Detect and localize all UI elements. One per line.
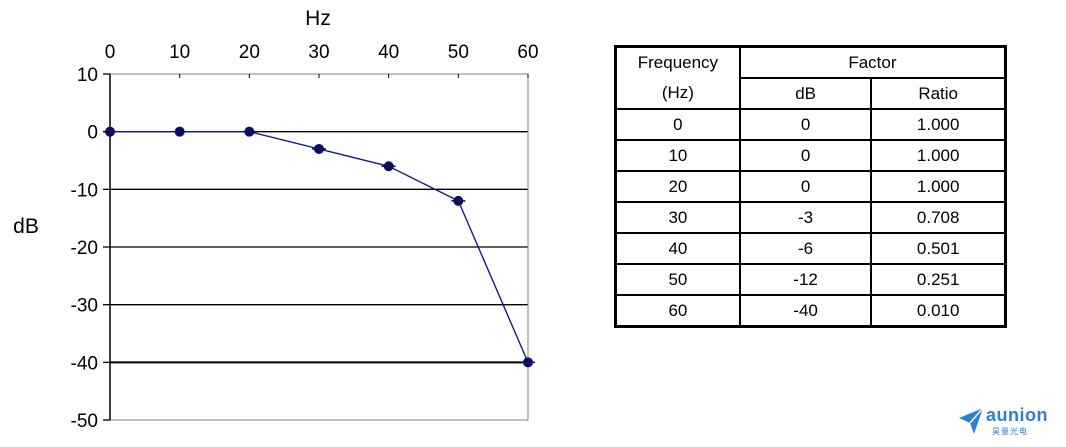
logo-brand-text: aunion bbox=[986, 405, 1048, 425]
ratio-cell: 0.010 bbox=[870, 294, 1007, 328]
grid-layer bbox=[110, 131, 528, 364]
ratio-cell: 0.708 bbox=[870, 201, 1007, 234]
table-row: 60 -40 0.010 bbox=[614, 294, 1007, 328]
logo-subtitle-text: 昊量光电 bbox=[992, 427, 1028, 436]
db-cell: 0 bbox=[738, 139, 873, 172]
factor-header: Factor bbox=[738, 45, 1007, 79]
table-row: 20 0 1.000 bbox=[614, 170, 1007, 203]
db-cell: -12 bbox=[738, 263, 873, 296]
db-header: dB bbox=[738, 77, 873, 110]
y-tick-label: 0 bbox=[87, 123, 98, 144]
y-axis-title: dB bbox=[13, 215, 39, 238]
attenuation-chart: 10 0 -10 -20 -30 -40 -50 0 10 20 30 40 50 60 Hz dB bbox=[13, 7, 539, 432]
frequency-cell: 50 bbox=[614, 263, 741, 296]
table-row: 50 -12 0.251 bbox=[614, 263, 1007, 296]
y-tick-label: -20 bbox=[71, 238, 98, 259]
frequency-cell: 30 bbox=[614, 201, 741, 234]
db-cell: -3 bbox=[738, 201, 873, 234]
frequency-header-unit: (Hz) bbox=[661, 83, 694, 102]
frequency-cell: 20 bbox=[614, 170, 741, 203]
x-tick-label: 60 bbox=[517, 42, 538, 63]
table-header-row: Frequency (Hz) Factor bbox=[614, 45, 1007, 110]
x-tick-label: 40 bbox=[378, 42, 399, 63]
paper-plane-icon bbox=[959, 407, 984, 434]
frequency-cell: 60 bbox=[614, 294, 741, 328]
table-subheader-row: dB Ratio bbox=[616, 77, 1007, 110]
db-cell: -40 bbox=[738, 294, 873, 328]
x-axis-title: Hz bbox=[305, 7, 331, 30]
frequency-header-label: Frequency bbox=[637, 53, 719, 72]
factor-table: Frequency (Hz) Factor dB Ratio 0 0 1.000 10… bbox=[614, 45, 1007, 328]
ratio-header: Ratio bbox=[870, 77, 1007, 110]
db-cell: 0 bbox=[738, 170, 873, 203]
y-tick-label: -50 bbox=[71, 411, 98, 432]
company-logo: aunion 昊量光电 bbox=[958, 405, 1058, 439]
ratio-cell: 1.000 bbox=[870, 108, 1007, 141]
frequency-cell: 40 bbox=[614, 232, 741, 265]
table-body: 0 0 1.000 10 0 1.000 20 0 1.000 30 -3 0.708 40 -6 0.50… bbox=[614, 108, 1007, 328]
table-row: 0 0 1.000 bbox=[614, 108, 1007, 141]
x-tick-label: 30 bbox=[308, 42, 329, 63]
table-row: 30 -3 0.708 bbox=[614, 201, 1007, 234]
ratio-cell: 1.000 bbox=[870, 170, 1007, 203]
tick-labels: 10 0 -10 -20 -30 -40 -50 0 10 20 30 40 50 60 bbox=[71, 42, 539, 432]
y-tick-label: -30 bbox=[71, 296, 98, 317]
table-row: 10 0 1.000 bbox=[614, 139, 1007, 172]
frequency-cell: 10 bbox=[614, 139, 741, 172]
ratio-cell: 0.251 bbox=[870, 263, 1007, 296]
x-tick-label: 10 bbox=[169, 42, 190, 63]
frequency-cell: 0 bbox=[614, 108, 741, 141]
table-row: 40 -6 0.501 bbox=[614, 232, 1007, 265]
y-tick-label: 10 bbox=[77, 65, 98, 86]
y-tick-label: -40 bbox=[71, 353, 98, 374]
x-tick-label: 20 bbox=[239, 42, 260, 63]
y-tick-label: -10 bbox=[71, 180, 98, 201]
x-tick-label: 50 bbox=[448, 42, 469, 63]
ratio-cell: 1.000 bbox=[870, 139, 1007, 172]
x-tick-label: 0 bbox=[105, 42, 116, 63]
db-cell: -6 bbox=[738, 232, 873, 265]
series-layer bbox=[103, 126, 535, 368]
frequency-header: Frequency (Hz) bbox=[614, 45, 741, 110]
db-cell: 0 bbox=[738, 108, 873, 141]
ratio-cell: 0.501 bbox=[870, 232, 1007, 265]
